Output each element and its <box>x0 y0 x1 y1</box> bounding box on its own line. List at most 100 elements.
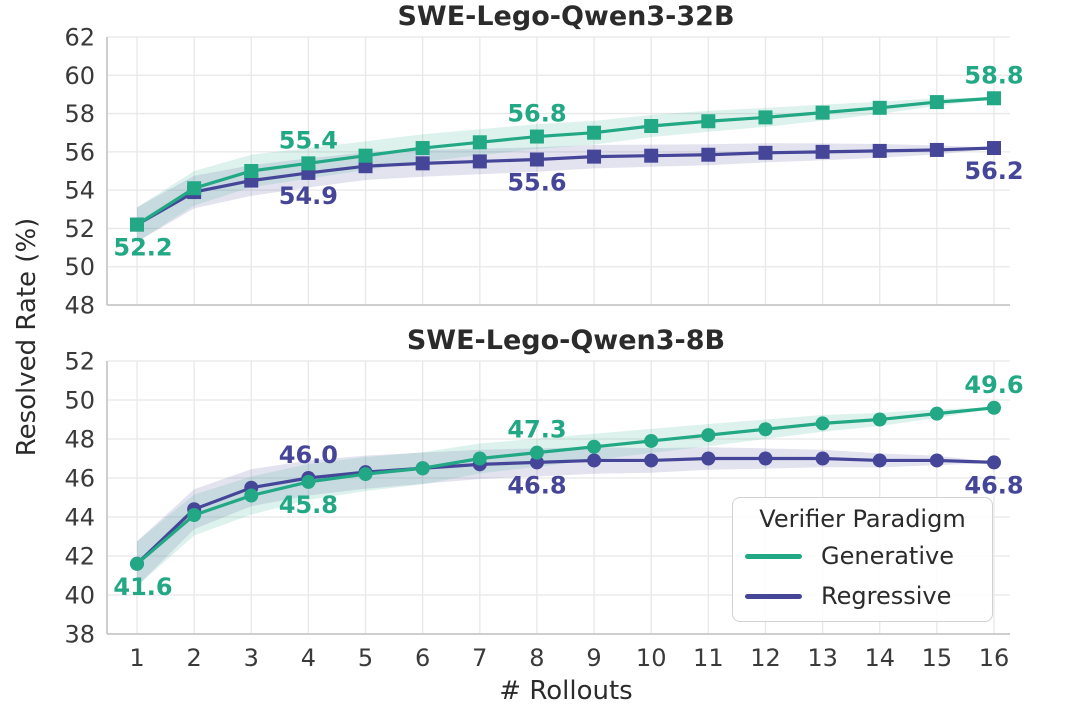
generative-marker <box>244 164 259 178</box>
regressive-marker <box>472 154 487 169</box>
regressive-line <box>136 146 995 226</box>
x-tick-label: 2 <box>186 644 201 672</box>
panel-32b: 48 50 52 54 56 58 60 62 52.2 55.4 56.8 58.8 54.9 55.6… <box>64 24 1023 320</box>
generative-marker <box>358 467 373 482</box>
y-tick-label: 42 <box>64 543 95 571</box>
x-tick-label: 15 <box>922 644 953 672</box>
regressive-line-swatch <box>745 593 802 599</box>
regressive-marker <box>701 451 716 466</box>
legend-item-label: Regressive <box>821 582 952 610</box>
value-label: 46.0 <box>279 441 338 469</box>
panel-title-32b: SWE-Lego-Qwen3-32B <box>397 1 735 32</box>
value-label: 54.9 <box>279 182 338 210</box>
generative-line-swatch <box>745 553 802 559</box>
panel-8b: 384042444648505241.645.847.349.646.046.8… <box>64 348 1023 673</box>
x-tick-label: 14 <box>864 644 895 672</box>
generative-marker <box>472 135 487 150</box>
generative-line <box>135 406 995 566</box>
x-tick-label: 1 <box>129 644 144 672</box>
y-tick-label: 52 <box>64 348 95 376</box>
generative-marker <box>187 181 202 196</box>
generative-marker <box>987 91 1001 106</box>
generative-marker <box>815 105 830 120</box>
generative-confidence-band <box>137 407 994 587</box>
legend-item-regressive: Regressive <box>745 576 980 616</box>
generative-marker <box>758 110 773 125</box>
x-tick-label: 7 <box>472 644 487 672</box>
legend-title: Verifier Paradigm <box>759 505 966 533</box>
generative-marker <box>301 474 316 489</box>
x-tick-label: 12 <box>750 644 781 672</box>
regressive-line <box>135 456 995 565</box>
regressive-marker <box>815 451 830 466</box>
generative-marker <box>644 119 659 134</box>
generative-line <box>136 96 995 226</box>
value-label: 45.8 <box>279 491 338 519</box>
generative-marker <box>130 217 144 232</box>
regressive-marker <box>758 451 773 466</box>
value-label: 46.8 <box>964 471 1023 499</box>
value-label: 47.3 <box>507 416 566 444</box>
regressive-marker <box>529 152 544 167</box>
regressive-marker <box>758 145 773 160</box>
generative-marker <box>358 148 373 163</box>
regressive-marker <box>872 143 887 158</box>
value-label: 49.6 <box>964 371 1023 399</box>
regressive-marker <box>358 159 373 174</box>
x-tick-label: 13 <box>807 644 838 672</box>
y-tick-label: 58 <box>64 100 95 128</box>
x-axis-label: # Rollouts <box>499 676 633 706</box>
y-axis-label: Resolved Rate (%) <box>12 217 42 457</box>
generative-marker <box>587 125 602 140</box>
generative-marker <box>187 508 202 523</box>
value-label: 52.2 <box>113 234 172 262</box>
regressive-marker <box>987 455 1001 470</box>
regressive-marker <box>929 142 944 157</box>
regressive-marker <box>644 453 659 468</box>
value-label: 58.8 <box>964 61 1023 89</box>
generative-marker <box>644 433 659 448</box>
generative-marker <box>587 439 602 454</box>
generative-marker <box>758 422 773 437</box>
panel-title-8b: SWE-Lego-Qwen3-8B <box>406 325 726 356</box>
regressive-marker <box>929 453 944 468</box>
generative-marker <box>815 416 830 431</box>
generative-marker <box>929 406 944 421</box>
generative-marker <box>701 428 716 443</box>
y-tick-label: 60 <box>64 62 95 90</box>
generative-marker <box>244 488 259 503</box>
regressive-marker <box>987 141 1001 156</box>
x-tick-label: 3 <box>244 644 259 672</box>
value-label: 56.2 <box>964 157 1023 185</box>
regressive-confidence-band <box>137 447 994 587</box>
generative-marker <box>529 129 544 144</box>
generative-marker <box>701 114 716 129</box>
x-tick-label: 6 <box>415 644 430 672</box>
regressive-marker <box>644 148 659 163</box>
y-tick-label: 54 <box>64 177 95 205</box>
legend-item-label: Generative <box>821 542 954 570</box>
value-label: 55.6 <box>507 169 566 197</box>
y-tick-label: 50 <box>64 253 95 281</box>
generative-marker <box>987 400 1001 415</box>
x-tick-label: 4 <box>301 644 316 672</box>
generative-marker <box>415 461 430 476</box>
y-tick-label: 38 <box>64 621 95 649</box>
y-tick-label: 50 <box>64 387 95 415</box>
legend: Verifier Paradigm Generative Regressive <box>732 497 993 622</box>
y-tick-label: 62 <box>64 24 95 52</box>
generative-marker <box>472 451 487 466</box>
y-tick-label: 48 <box>64 426 95 454</box>
generative-marker <box>872 100 887 115</box>
x-tick-label: 8 <box>529 644 544 672</box>
y-tick-label: 40 <box>64 582 95 610</box>
generative-marker <box>130 556 144 571</box>
regressive-marker <box>587 149 602 164</box>
x-tick-label: 9 <box>586 644 601 672</box>
x-tick-label: 5 <box>358 644 373 672</box>
y-tick-label: 48 <box>64 292 95 320</box>
y-tick-label: 46 <box>64 465 95 493</box>
x-tick-label: 16 <box>979 644 1010 672</box>
